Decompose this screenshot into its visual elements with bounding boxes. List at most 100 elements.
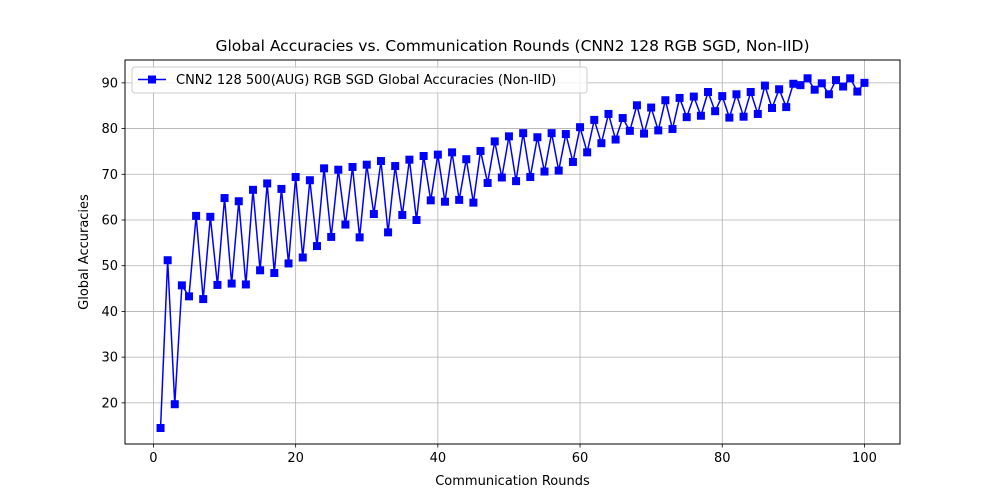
data-point-marker	[668, 125, 677, 134]
data-point-marker	[832, 76, 841, 85]
data-point-marker	[817, 79, 826, 88]
data-point-marker	[590, 115, 599, 124]
data-point-marker	[469, 198, 478, 207]
series-group	[156, 74, 869, 432]
data-point-marker	[846, 74, 855, 83]
data-point-marker	[796, 81, 805, 90]
data-point-marker	[312, 242, 321, 251]
data-point-marker	[554, 166, 563, 175]
data-point-marker	[739, 112, 748, 121]
data-point-marker	[725, 113, 734, 122]
data-point-marker	[597, 139, 606, 148]
data-point-marker	[618, 114, 627, 123]
data-point-marker	[412, 216, 421, 224]
data-point-marker	[206, 212, 215, 221]
y-tick-label: 60	[101, 214, 118, 229]
data-point-marker	[284, 259, 293, 268]
data-point-marker	[376, 157, 385, 166]
data-point-marker	[462, 155, 471, 164]
data-point-marker	[476, 146, 485, 155]
series-line	[159, 77, 866, 429]
y-tick-label: 90	[101, 76, 118, 91]
data-point-marker	[718, 92, 727, 101]
data-point-marker	[256, 266, 265, 275]
data-point-marker	[647, 103, 656, 112]
x-tick-label: 80	[714, 451, 731, 466]
data-point-marker	[305, 176, 314, 185]
data-point-marker	[355, 233, 364, 242]
data-point-marker	[227, 279, 236, 288]
data-point-marker	[682, 113, 691, 122]
data-point-marker	[234, 197, 243, 206]
data-point-marker	[782, 103, 791, 112]
data-point-marker	[661, 96, 670, 105]
x-tick-label: 20	[287, 451, 304, 466]
data-point-marker	[163, 256, 172, 265]
data-point-marker	[576, 123, 585, 132]
data-point-marker	[433, 150, 442, 159]
data-point-marker	[696, 111, 705, 120]
data-point-marker	[490, 137, 499, 146]
data-point-marker	[220, 194, 229, 203]
x-axis-label: Communication Rounds	[435, 474, 590, 489]
plot-frame	[124, 59, 901, 445]
data-point-marker	[199, 295, 208, 304]
data-point-marker	[512, 177, 521, 186]
data-point-marker	[746, 88, 755, 96]
data-point-marker	[419, 152, 428, 160]
x-tick-label: 60	[572, 451, 589, 466]
data-point-marker	[504, 132, 513, 141]
chart-title: Global Accuracies vs. Communication Roun…	[215, 37, 809, 55]
x-tick-label: 40	[430, 451, 447, 466]
data-point-marker	[519, 129, 528, 138]
data-point-marker	[775, 85, 784, 94]
data-point-marker	[391, 162, 400, 171]
data-point-marker	[632, 101, 641, 110]
data-point-marker	[320, 164, 329, 173]
data-point-marker	[348, 162, 357, 171]
data-point-marker	[611, 135, 620, 144]
y-tick-label: 30	[101, 351, 118, 366]
data-point-marker	[540, 167, 549, 176]
data-point-marker	[192, 211, 201, 220]
data-point-marker	[369, 210, 378, 219]
data-point-marker	[768, 104, 777, 112]
data-point-marker	[291, 173, 300, 182]
x-tick-label: 100	[852, 451, 877, 466]
legend: CNN2 128 500(AUG) RGB SGD Global Accurac…	[131, 66, 588, 94]
data-point-marker	[170, 400, 179, 409]
data-point-marker	[640, 129, 649, 138]
y-axis-label: Global Accuracies	[77, 194, 92, 310]
data-point-marker	[625, 126, 634, 135]
data-point-marker	[341, 220, 350, 229]
data-point-marker	[362, 160, 371, 169]
data-point-marker	[177, 281, 186, 290]
x-tick-label: 0	[149, 451, 157, 466]
data-point-marker	[654, 126, 663, 135]
y-tick-label: 20	[101, 396, 118, 411]
data-point-marker	[213, 280, 222, 289]
data-point-marker	[604, 109, 613, 118]
data-point-marker	[753, 109, 762, 118]
data-point-marker	[241, 280, 250, 289]
data-point-marker	[526, 173, 535, 182]
data-point-marker	[448, 148, 457, 157]
data-point-marker	[732, 90, 741, 99]
legend-marker-square	[148, 75, 156, 84]
legend-box	[131, 66, 588, 94]
data-point-marker	[853, 87, 862, 96]
data-point-marker	[455, 195, 464, 204]
legend-label: CNN2 128 500(AUG) RGB SGD Global Accurac…	[176, 73, 556, 88]
y-tick-label: 40	[101, 305, 118, 320]
data-point-marker	[156, 424, 165, 432]
x-axis: 0 20 40 60 80 100	[149, 444, 877, 466]
data-point-marker	[398, 210, 407, 219]
y-tick-label: 50	[101, 259, 118, 274]
data-point-marker	[334, 165, 343, 174]
data-point-marker	[547, 129, 556, 138]
y-axis: 20 30 40 50 60 70 80 90	[101, 76, 125, 411]
data-point-marker	[760, 81, 769, 90]
data-point-marker	[568, 157, 577, 166]
data-point-marker	[270, 269, 279, 278]
